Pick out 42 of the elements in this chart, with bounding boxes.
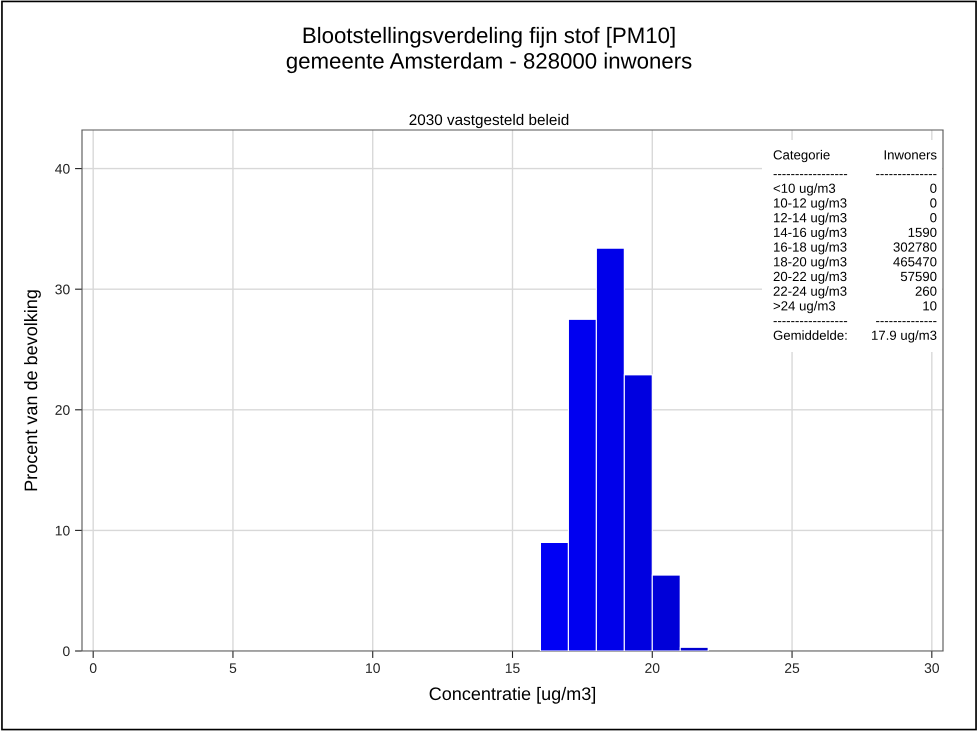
- annotation: 16-18 ug/m3: [774, 242, 847, 254]
- y-tick-label: 20: [55, 405, 70, 415]
- annotation: 17.9 ug/m3: [872, 330, 936, 343]
- annotation: 12-14 ug/m3: [774, 212, 847, 225]
- annotation: 22-24 ug/m3: [774, 286, 847, 298]
- annotation: 1590: [908, 228, 936, 238]
- annotation: 14-16 ug/m3: [774, 227, 847, 240]
- x-tick-label: 25: [785, 663, 800, 674]
- annotation: 57590: [900, 272, 936, 282]
- y-tick-label: 30: [55, 284, 70, 294]
- x-tick-label: 30: [924, 663, 939, 674]
- annotation: 0: [930, 184, 936, 193]
- annotation: Gemiddelde:: [774, 330, 847, 340]
- y-tick-label: 40: [55, 164, 70, 174]
- x-tick-label: 15: [506, 663, 520, 674]
- annotation: 20-22 ug/m3: [774, 271, 847, 284]
- annotation: 302780: [893, 242, 936, 252]
- chart-subtitle: 2030 vastgesteld beleid: [410, 114, 568, 128]
- annotation: 10: [923, 301, 936, 311]
- annotation: --------------: [876, 174, 936, 176]
- annotation: 260: [916, 286, 936, 296]
- annotation: -----------------: [774, 321, 848, 322]
- annotation: --------------: [876, 321, 936, 322]
- x-tick-label: 5: [230, 663, 236, 674]
- annotation: 10-12 ug/m3: [774, 198, 847, 210]
- x-axis-title: Concentratie [ug/m3]: [430, 686, 596, 704]
- annotation: 18-20 ug/m3: [774, 256, 847, 270]
- y-tick-label: 0: [63, 646, 70, 656]
- annotation: >24 ug/m3: [774, 300, 836, 314]
- x-tick-label: 20: [645, 663, 660, 674]
- x-tick-label: 0: [90, 663, 96, 674]
- chart-title: Blootstellingsverdeling fijn stof [PM10] gemeente Amsterdam - 828000 inwoners: [286, 26, 692, 74]
- annotation: Categorie: [774, 150, 830, 162]
- annotation: Inwoners: [884, 150, 937, 160]
- y-tick-label: 10: [56, 526, 70, 536]
- y-axis-title: Procent van de bevolking: [24, 290, 41, 490]
- x-tick-label: 10: [366, 663, 380, 674]
- annotation: <10 ug/m3: [774, 183, 836, 196]
- annotation: 0: [930, 213, 936, 222]
- annotation: -----------------: [774, 174, 848, 176]
- annotation: 0: [930, 198, 936, 208]
- annotation: 465470: [893, 257, 936, 266]
